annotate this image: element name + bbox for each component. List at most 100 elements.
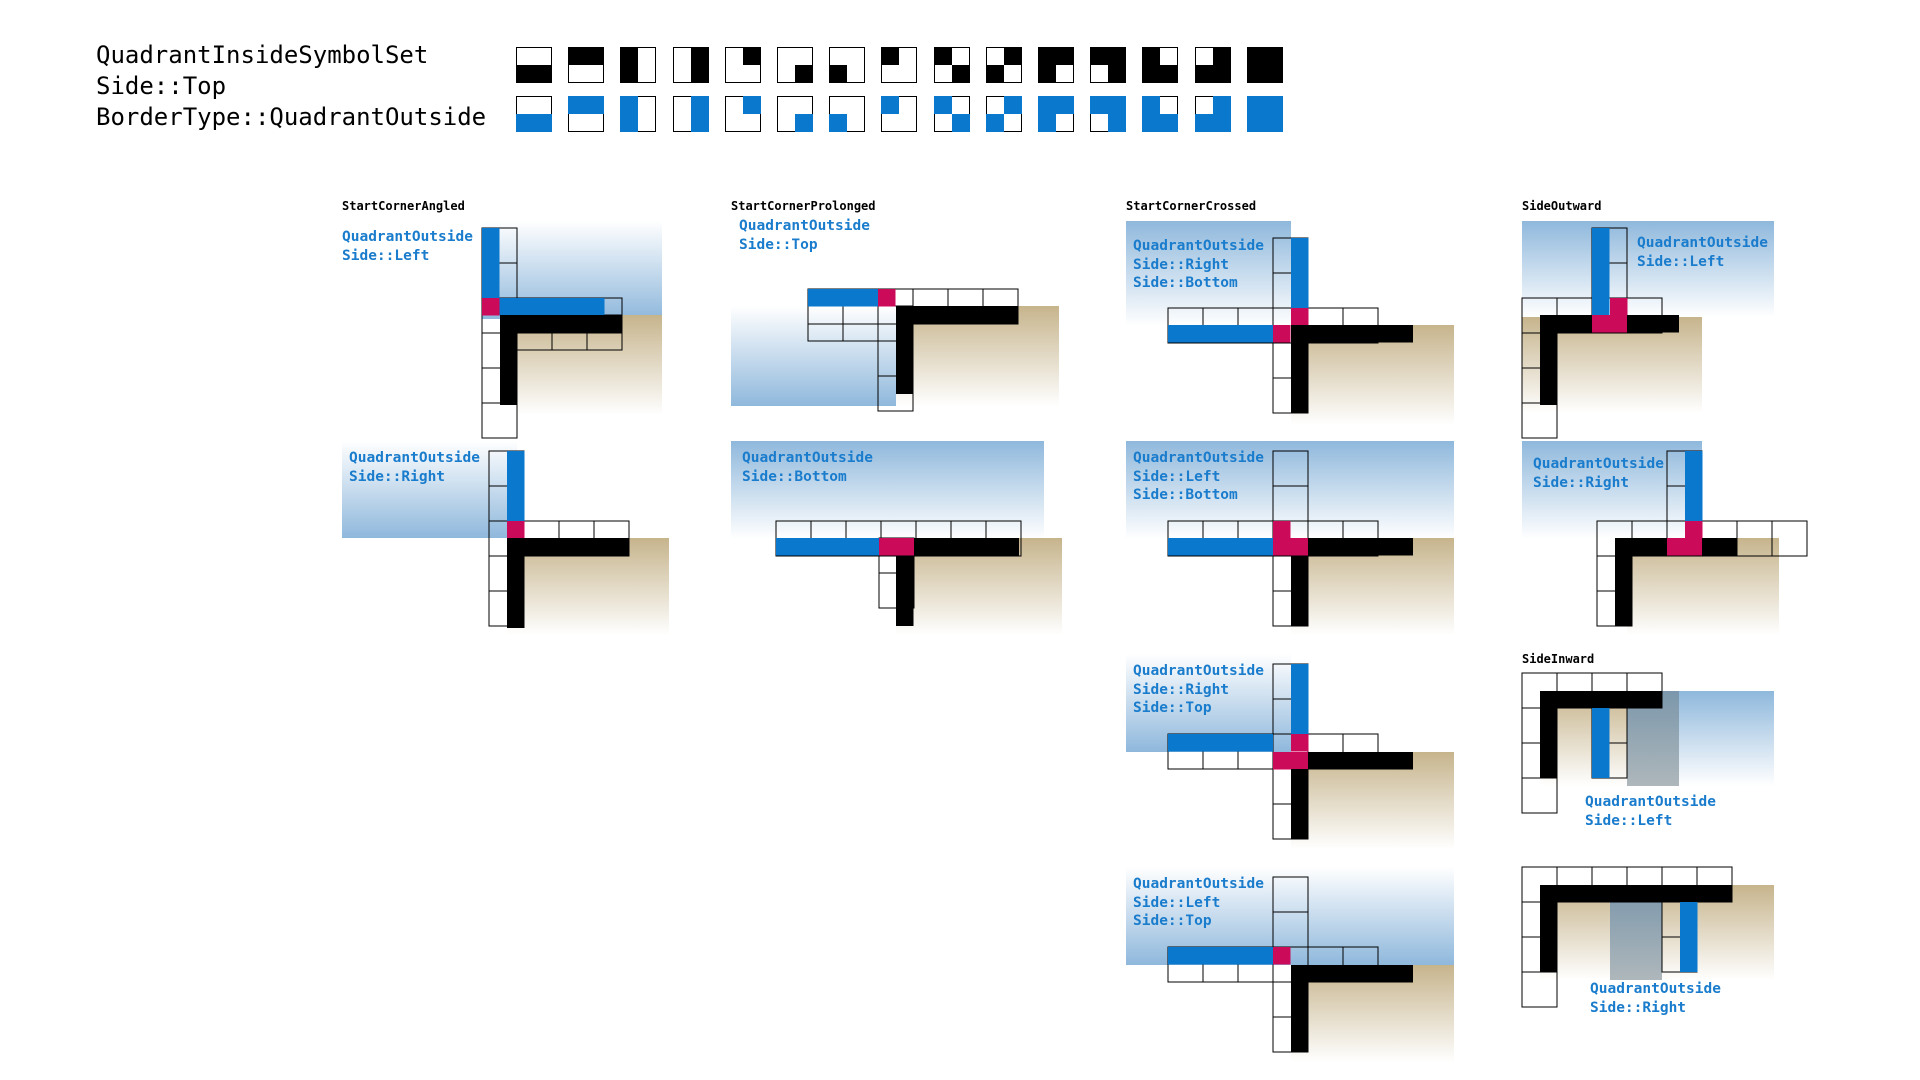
outside-symbol-13	[1142, 96, 1179, 132]
corner-quadrant	[1291, 308, 1309, 326]
inside-symbol-2	[568, 47, 605, 83]
outside-symbol-11	[1038, 96, 1074, 132]
outside-border	[1685, 451, 1703, 521]
label-crossed-left-bottom: QuadrantOutside Side::Left Side::Bottom	[1133, 450, 1264, 503]
label-crossed-right-bottom: QuadrantOutside Side::Right Side::Bottom	[1133, 238, 1264, 291]
corner-quadrant	[507, 521, 525, 539]
inside-border	[1540, 333, 1558, 405]
sky-region	[731, 441, 1044, 539]
inside-border	[507, 538, 629, 556]
grid-cell	[481, 402, 518, 439]
corner-quadrant	[879, 538, 914, 556]
header-block: QuadrantInsideSymbolSet Side::Top Border…	[96, 40, 486, 133]
inside-symbol-5	[724, 47, 761, 83]
label-outward-left: QuadrantOutside Side::Left	[1637, 235, 1768, 270]
inside-border	[507, 556, 525, 628]
inside-border	[1540, 885, 1732, 903]
corner-quadrant	[878, 289, 896, 307]
grid-cell	[1771, 520, 1808, 557]
outside-symbol-3	[620, 96, 657, 132]
inside-symbol-3	[620, 47, 657, 83]
inside-symbol-13	[1142, 47, 1179, 83]
outside-border	[1592, 708, 1610, 778]
label-prolonged-bottom: QuadrantOutside Side::Bottom	[742, 450, 873, 485]
inside-symbol-12	[1090, 47, 1127, 83]
inside-border	[1291, 556, 1309, 626]
inside-border	[896, 306, 1018, 324]
outside-border	[499, 298, 605, 316]
label-inward-left: QuadrantOutside Side::Left	[1585, 794, 1716, 829]
inside-border	[896, 556, 914, 626]
outside-symbol-2	[568, 96, 605, 132]
outside-symbol-15	[1246, 96, 1283, 132]
corner-quadrant	[1667, 538, 1702, 556]
section-title-crossed: StartCornerCrossed	[1126, 199, 1257, 213]
section-title-angled: StartCornerAngled	[342, 199, 465, 213]
inside-border	[1291, 325, 1413, 343]
inside-border	[1540, 902, 1558, 972]
inside-border	[1540, 708, 1558, 778]
inside-border	[1702, 538, 1737, 556]
corner-quadrant	[1273, 521, 1291, 539]
inside-border	[1291, 965, 1413, 983]
label-inward-right: QuadrantOutside Side::Right	[1590, 981, 1721, 1016]
sky-region	[342, 441, 517, 538]
outside-symbol-1	[516, 96, 552, 132]
inside-border	[1308, 538, 1413, 556]
outside-symbol-8	[881, 96, 918, 132]
label-crossed-right-top: QuadrantOutside Side::Right Side::Top	[1133, 663, 1264, 716]
corner-quadrant	[1273, 325, 1291, 343]
sky-region	[1522, 441, 1702, 539]
corner-quadrant	[1610, 298, 1628, 316]
side-title: Side::Top	[96, 72, 227, 100]
inside-symbol-4	[672, 47, 709, 83]
sky-region	[1522, 221, 1774, 317]
inside-border	[500, 315, 622, 333]
outside-symbol-12	[1090, 96, 1127, 132]
outside-border	[1168, 947, 1273, 965]
inside-border	[1540, 691, 1662, 709]
label-prolonged-top: QuadrantOutside Side::Top	[739, 218, 870, 253]
grid-cell	[1521, 402, 1558, 439]
outside-border	[507, 451, 525, 521]
outside-border	[808, 289, 878, 307]
outside-border	[482, 228, 500, 298]
inside-symbol-1	[516, 47, 552, 83]
outside-border	[776, 538, 881, 556]
inside-border	[896, 324, 914, 394]
outside-symbol-6	[777, 96, 813, 132]
outside-symbol-9	[933, 96, 970, 132]
border-type-title: BorderType::QuadrantOutside	[96, 103, 487, 131]
corner-quadrant	[1685, 521, 1703, 539]
outside-border	[1592, 298, 1610, 316]
section-title-prolonged: StartCornerProlonged	[731, 199, 876, 213]
grid-cell	[1521, 777, 1558, 814]
inside-symbol-11	[1038, 47, 1074, 83]
inside-symbol-14	[1194, 47, 1231, 83]
corner-quadrant	[1273, 947, 1291, 965]
outside-symbol-4	[672, 96, 709, 132]
inside-border	[1615, 538, 1667, 556]
outside-border	[1291, 664, 1309, 734]
grid-cell	[1521, 971, 1558, 1008]
inside-border	[914, 538, 1019, 556]
outside-border	[1168, 734, 1273, 752]
inside-border	[1291, 343, 1309, 413]
corner-quadrant	[1592, 315, 1627, 333]
corner-quadrant	[482, 298, 500, 316]
corner-quadrant	[1273, 752, 1308, 770]
outside-symbol-10	[985, 96, 1022, 132]
inside-symbol-15	[1246, 47, 1283, 83]
inside-border	[1291, 982, 1309, 1052]
symbol-set-title: QuadrantInsideSymbolSet	[96, 41, 429, 69]
outside-border	[1168, 538, 1273, 556]
outside-border	[1680, 902, 1698, 972]
inside-border	[1291, 769, 1309, 839]
corner-quadrant	[1291, 734, 1309, 752]
outside-border	[1291, 238, 1309, 308]
label-angled-right: QuadrantOutside Side::Right	[349, 450, 480, 485]
inside-symbol-6	[777, 47, 813, 83]
inside-symbol-9	[933, 47, 970, 83]
label-outward-right: QuadrantOutside Side::Right	[1533, 456, 1664, 491]
